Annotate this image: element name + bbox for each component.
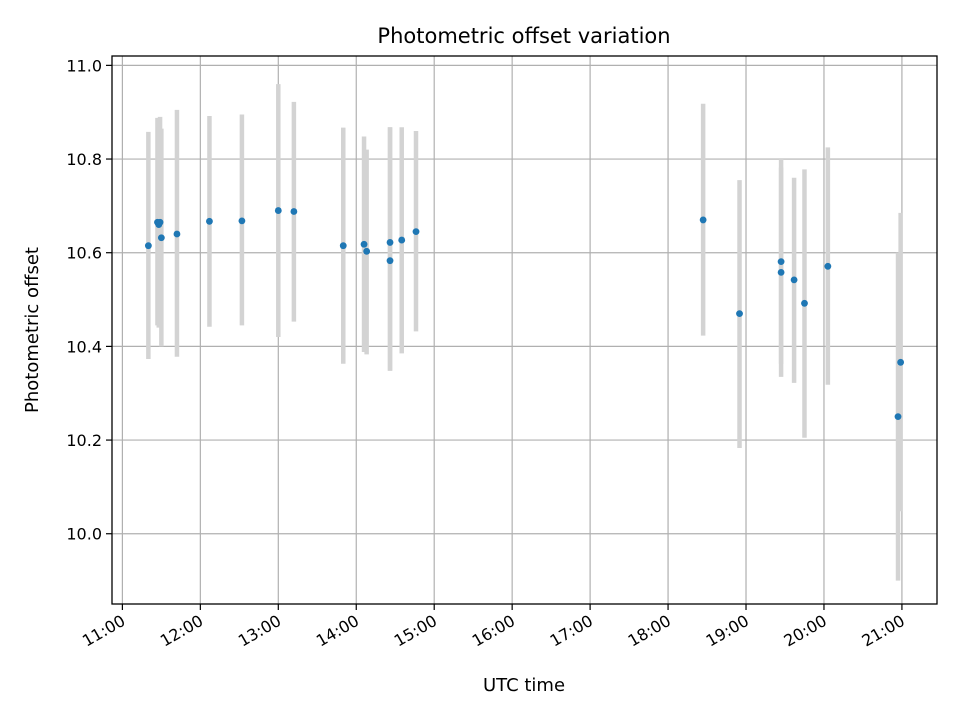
y-tick-label: 10.8 [66, 150, 102, 169]
data-point [894, 413, 902, 421]
y-tick-label: 10.2 [66, 431, 102, 450]
data-point [173, 230, 181, 238]
x-axis-label: UTC time [483, 675, 565, 696]
plot-frame [111, 55, 938, 605]
data-point [398, 236, 406, 244]
data-point [897, 358, 905, 366]
y-tick-label: 10.6 [66, 244, 102, 263]
y-axis: 10.0 10.2 10.4 10.6 10.8 11.0 [66, 56, 112, 544]
data-point [790, 276, 798, 284]
data-point [801, 299, 808, 307]
data-point [824, 262, 832, 270]
data-point [157, 234, 165, 242]
data-point [363, 247, 371, 255]
y-axis-label: Photometric offset [22, 247, 43, 413]
data-point [386, 257, 394, 265]
y-tick-label: 10.0 [66, 525, 102, 544]
data-point [206, 217, 213, 225]
data-point [360, 240, 368, 248]
data-point [274, 207, 282, 214]
data-point [699, 216, 707, 224]
data-point [386, 239, 394, 246]
data-points [144, 207, 905, 421]
data-point [339, 242, 347, 250]
data-point [412, 228, 420, 236]
data-point [777, 258, 785, 266]
chart-title: Photometric offset variation [377, 24, 670, 48]
data-point [777, 268, 785, 276]
data-point [156, 218, 164, 226]
y-tick-label: 11.0 [66, 56, 102, 75]
data-point [238, 217, 246, 225]
y-tick-label: 10.4 [66, 337, 102, 356]
data-point [290, 208, 298, 215]
data-point [144, 242, 152, 250]
data-point [736, 310, 743, 318]
grid [112, 56, 937, 604]
